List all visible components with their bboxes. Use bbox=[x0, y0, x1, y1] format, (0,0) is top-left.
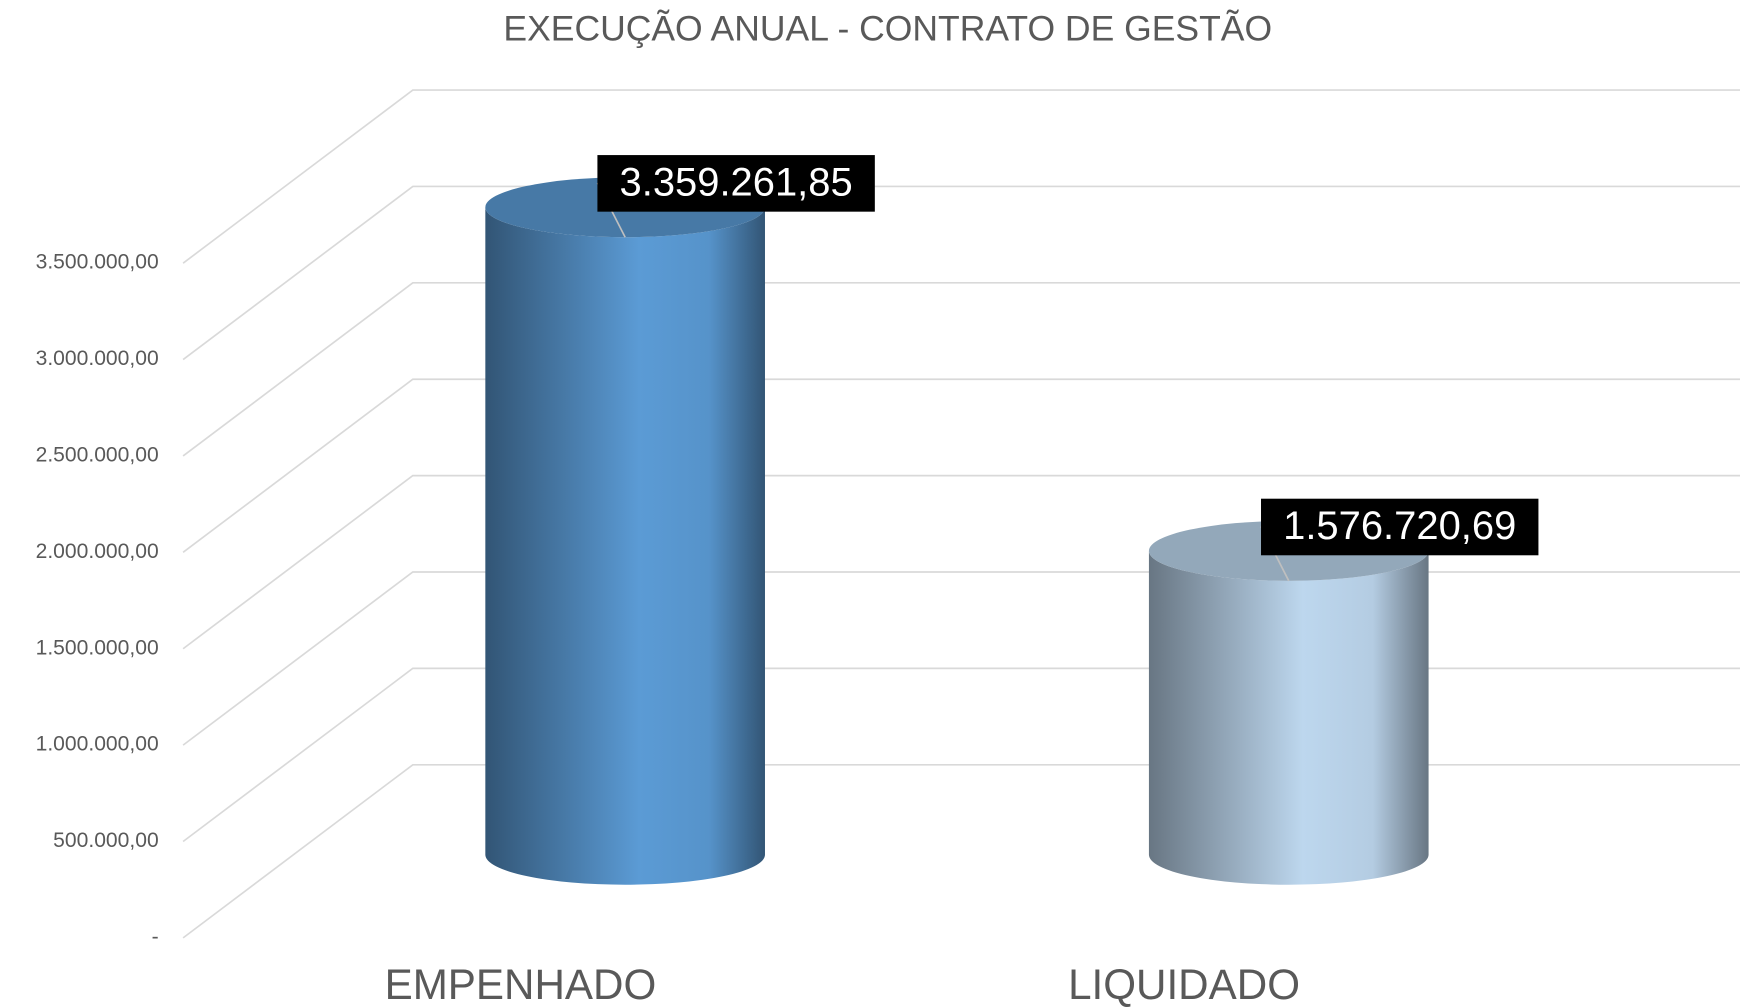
chart-title: EXECUÇÃO ANUAL - CONTRATO DE GESTÃO bbox=[503, 9, 1272, 49]
grid-line bbox=[182, 763, 1740, 939]
grid-line bbox=[182, 474, 1740, 650]
cylinder bbox=[485, 177, 765, 885]
cylinder bbox=[1148, 520, 1429, 885]
y-tick-label: 1.500.000,00 bbox=[36, 636, 159, 659]
y-tick-label: 2.000.000,00 bbox=[36, 540, 159, 563]
grid-line bbox=[182, 571, 1740, 746]
grid-line bbox=[182, 378, 1740, 554]
grid-line bbox=[182, 667, 1740, 843]
grid-line bbox=[182, 282, 1740, 457]
bar bbox=[1148, 550, 1429, 885]
data-label: 1.576.720,69 bbox=[1283, 504, 1516, 548]
x-tick-label: EMPENHADO bbox=[385, 961, 657, 1008]
data-label-box bbox=[1261, 498, 1539, 556]
data-label: 3.359.261,85 bbox=[620, 161, 853, 205]
y-tick-label: 2.500.000,00 bbox=[36, 444, 159, 467]
y-tick-label: 3.500.000,00 bbox=[36, 251, 159, 274]
y-tick-label: 500.000,00 bbox=[53, 829, 158, 852]
y-tick-label: 1.000.000,00 bbox=[36, 733, 159, 756]
y-tick-label: - bbox=[152, 925, 159, 948]
y-tick-label: 3.000.000,00 bbox=[36, 347, 159, 370]
grid-line bbox=[182, 89, 1740, 264]
grid-line bbox=[182, 185, 1740, 361]
bar bbox=[485, 207, 765, 885]
grid bbox=[182, 89, 1740, 939]
data-label-box bbox=[597, 155, 875, 212]
x-tick-label: LIQUIDADO bbox=[1068, 961, 1300, 1008]
